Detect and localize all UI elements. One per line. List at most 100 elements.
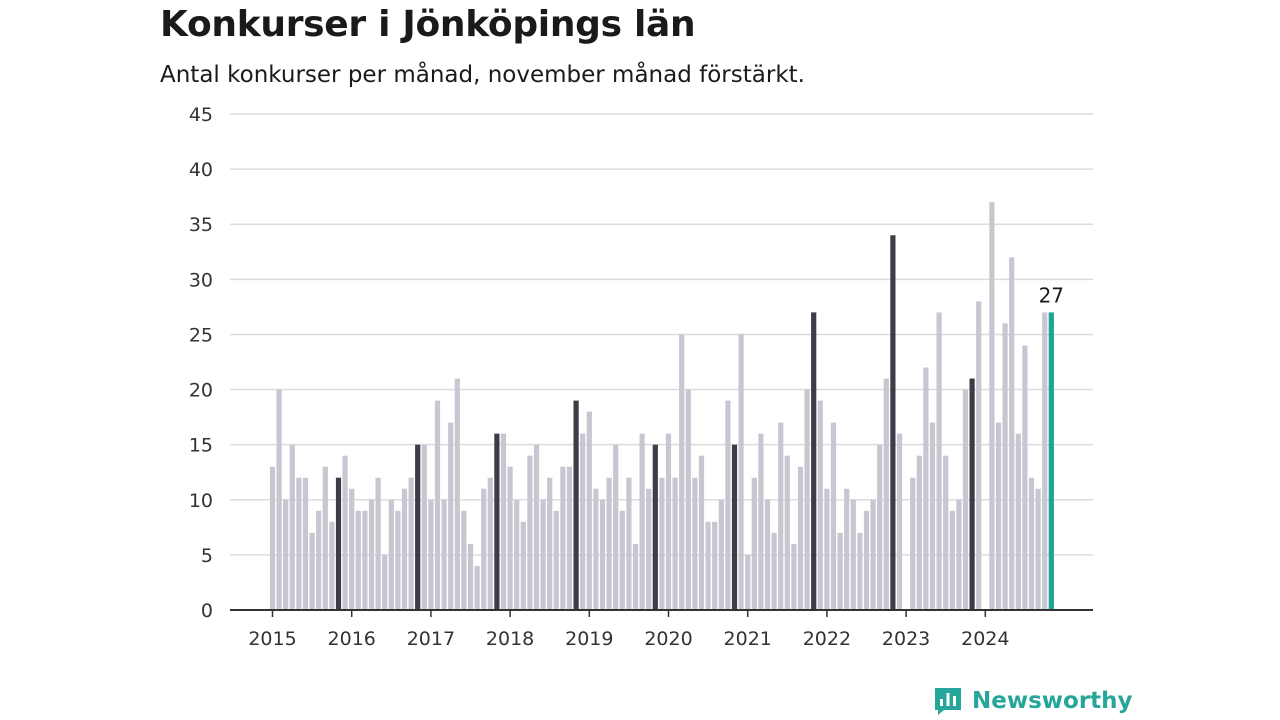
bar	[388, 499, 394, 610]
bar	[599, 499, 606, 610]
bar	[1035, 488, 1041, 610]
bar	[474, 565, 480, 610]
bar	[302, 477, 309, 610]
bar	[441, 499, 447, 610]
bar	[507, 466, 513, 610]
x-tick-label: 2017	[407, 628, 455, 650]
bar	[751, 477, 757, 610]
bar	[547, 477, 553, 610]
bar	[956, 499, 962, 610]
x-tick-label: 2024	[961, 628, 1009, 650]
bar	[553, 510, 559, 610]
bar	[461, 510, 467, 610]
bar	[989, 202, 995, 610]
bar	[415, 444, 421, 610]
bar	[527, 455, 533, 610]
bar	[487, 477, 493, 610]
bar	[1042, 312, 1048, 610]
bar	[962, 389, 969, 610]
bar	[421, 444, 427, 610]
bar	[943, 455, 949, 610]
bar	[494, 433, 500, 610]
x-tick-label: 2019	[565, 628, 613, 650]
y-tick-label: 10	[189, 490, 213, 512]
bar	[995, 422, 1002, 610]
bar	[289, 444, 295, 610]
bar	[395, 510, 401, 610]
y-tick-label: 0	[201, 600, 213, 622]
bar	[771, 532, 777, 610]
x-tick-label: 2021	[724, 628, 772, 650]
bar	[316, 510, 322, 610]
bar	[586, 411, 592, 610]
bar	[910, 477, 916, 610]
y-tick-label: 15	[189, 435, 213, 457]
bar	[1048, 312, 1054, 610]
bar	[349, 488, 355, 610]
bar	[797, 466, 804, 610]
bar	[1002, 323, 1008, 610]
latest-value-label: 27	[1039, 283, 1064, 307]
bar	[355, 510, 361, 610]
bar	[1028, 477, 1035, 610]
bar	[342, 455, 348, 610]
bar	[566, 466, 573, 610]
bar	[520, 521, 526, 610]
x-tick-label: 2020	[644, 628, 692, 650]
bar	[533, 444, 540, 610]
bar	[844, 488, 850, 610]
bar	[639, 433, 645, 610]
bar	[434, 400, 441, 610]
bar	[613, 444, 619, 610]
bar	[401, 488, 408, 610]
bar	[362, 510, 368, 610]
bar	[877, 444, 883, 610]
bar	[322, 466, 328, 610]
x-tick-label: 2016	[328, 628, 376, 650]
y-tick-label: 45	[189, 104, 213, 126]
brand-logo[interactable]: Newsworthy	[932, 682, 1133, 720]
bar	[969, 378, 975, 610]
bar	[738, 334, 744, 610]
bars	[269, 202, 1054, 610]
bar	[679, 334, 685, 610]
bar	[382, 554, 388, 610]
bar	[573, 400, 579, 610]
bar	[375, 477, 381, 610]
bar	[368, 499, 375, 610]
bar	[837, 532, 843, 610]
bar	[870, 499, 876, 610]
bar	[335, 477, 342, 610]
bar	[309, 532, 315, 610]
bar	[936, 312, 942, 610]
bar	[830, 422, 837, 610]
axes: 0 5 10 15 20 25 30 35 40 45 27 2015 2016 2017 2018 2019…	[189, 104, 1093, 650]
bar	[791, 543, 797, 610]
bar	[764, 499, 771, 610]
y-tick-label: 20	[189, 380, 213, 402]
bar	[883, 378, 889, 610]
bar	[804, 389, 810, 610]
bar	[949, 510, 955, 610]
grid-lines	[230, 113, 1093, 556]
x-tick-label: 2022	[803, 628, 851, 650]
bar	[712, 521, 718, 610]
y-tick-label: 40	[189, 159, 213, 181]
chart-title: Konkurser i Jönköpings län	[160, 4, 696, 45]
bar	[850, 499, 856, 610]
bar	[976, 301, 982, 610]
bar	[863, 510, 870, 610]
bar	[824, 488, 830, 610]
brand-name: Newsworthy	[972, 688, 1133, 714]
bar	[725, 400, 731, 610]
bar	[276, 389, 282, 610]
bar	[745, 554, 751, 610]
bar	[916, 455, 922, 610]
bar	[817, 400, 823, 610]
bar	[929, 422, 936, 610]
bar	[428, 499, 434, 610]
bar	[890, 235, 896, 610]
bar	[283, 499, 289, 610]
bar	[593, 488, 599, 610]
